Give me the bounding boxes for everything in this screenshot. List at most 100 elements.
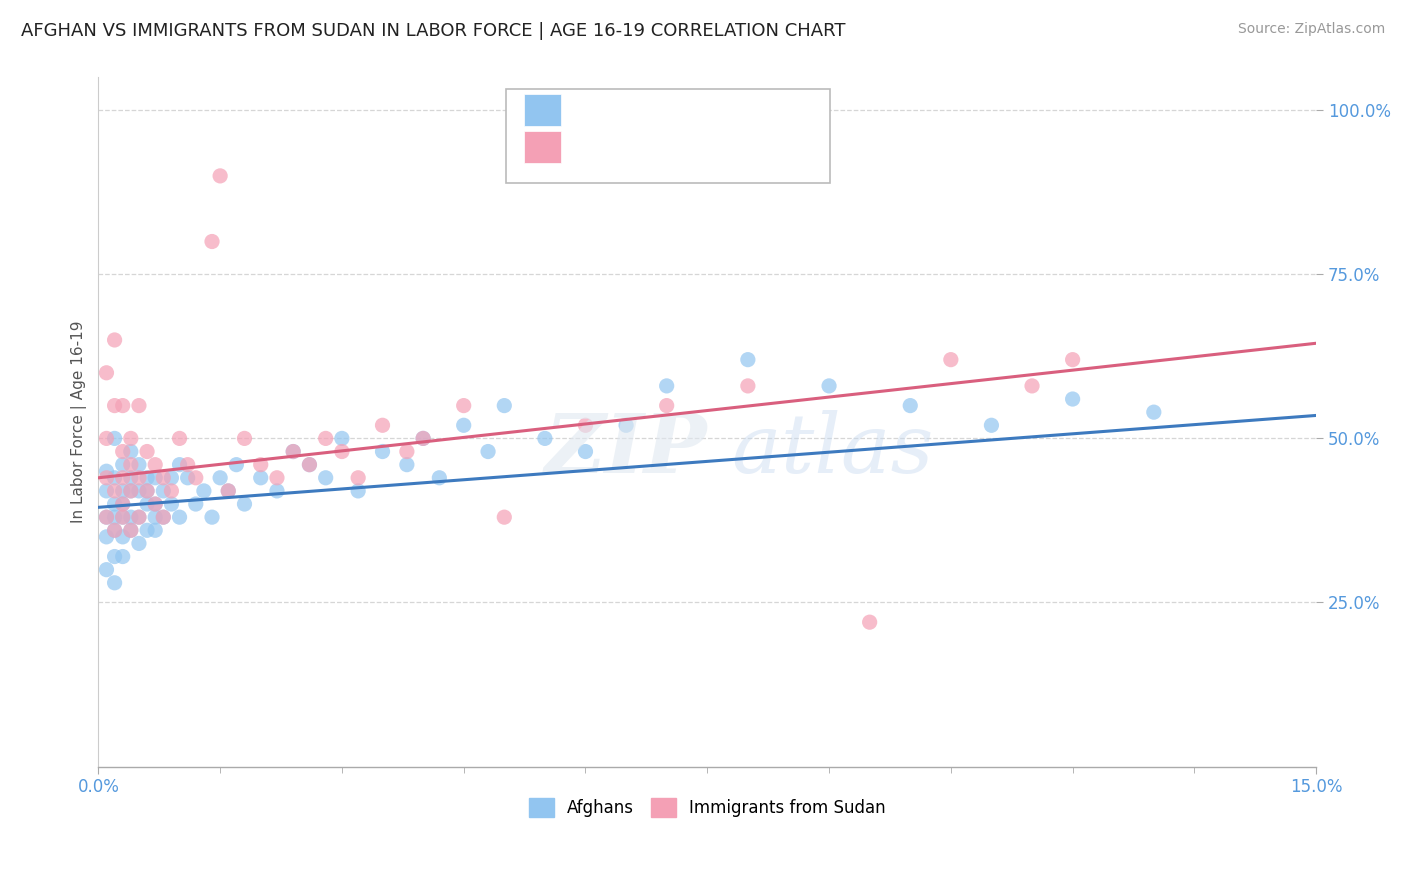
Point <box>818 379 841 393</box>
Point <box>737 352 759 367</box>
Point <box>96 510 118 524</box>
Point <box>283 444 305 458</box>
Point <box>136 483 159 498</box>
Point <box>143 497 166 511</box>
Point <box>176 471 198 485</box>
Point <box>371 444 394 458</box>
Point <box>104 575 127 590</box>
Point <box>128 458 150 472</box>
Point <box>655 399 678 413</box>
Point <box>152 510 174 524</box>
Point <box>330 431 353 445</box>
Point <box>574 444 596 458</box>
Point <box>111 497 134 511</box>
Point <box>201 235 224 249</box>
Point <box>136 483 159 498</box>
Point <box>534 431 557 445</box>
Point <box>412 431 434 445</box>
Point <box>120 523 142 537</box>
Point <box>104 523 127 537</box>
Point <box>104 497 127 511</box>
Point <box>96 563 118 577</box>
Point <box>1062 352 1084 367</box>
Text: 0.201: 0.201 <box>612 138 664 156</box>
Point <box>898 399 921 413</box>
Point <box>96 471 118 485</box>
Point <box>120 431 142 445</box>
Point <box>283 444 305 458</box>
Point <box>315 471 337 485</box>
Text: Source: ZipAtlas.com: Source: ZipAtlas.com <box>1237 22 1385 37</box>
Text: 53: 53 <box>721 138 744 156</box>
Point <box>152 483 174 498</box>
Point <box>120 523 142 537</box>
Point <box>120 471 142 485</box>
Point <box>111 497 134 511</box>
Point <box>217 483 239 498</box>
Point <box>96 483 118 498</box>
Point <box>347 471 370 485</box>
Point <box>96 530 118 544</box>
Point <box>104 471 127 485</box>
Point <box>193 483 215 498</box>
Point <box>298 458 321 472</box>
Point <box>494 510 516 524</box>
Point <box>136 444 159 458</box>
Point <box>298 458 321 472</box>
Point <box>104 431 127 445</box>
Point <box>330 444 353 458</box>
Point <box>111 471 134 485</box>
Point <box>169 458 191 472</box>
Point <box>249 458 271 472</box>
Point <box>111 483 134 498</box>
Point <box>176 458 198 472</box>
Point <box>160 483 183 498</box>
Point <box>111 510 134 524</box>
Point <box>980 418 1002 433</box>
Text: atlas: atlas <box>731 409 934 490</box>
Point <box>453 399 475 413</box>
Point <box>494 399 516 413</box>
Point <box>395 458 418 472</box>
Point <box>574 418 596 433</box>
Point <box>120 458 142 472</box>
Point <box>136 523 159 537</box>
Point <box>128 471 150 485</box>
Point <box>395 444 418 458</box>
Point <box>111 444 134 458</box>
Text: ZIP: ZIP <box>544 409 707 490</box>
Point <box>104 483 127 498</box>
Point <box>120 444 142 458</box>
Text: R =: R = <box>569 101 606 119</box>
Point <box>412 431 434 445</box>
Point <box>160 497 183 511</box>
Point <box>209 169 232 183</box>
Text: AFGHAN VS IMMIGRANTS FROM SUDAN IN LABOR FORCE | AGE 16-19 CORRELATION CHART: AFGHAN VS IMMIGRANTS FROM SUDAN IN LABOR… <box>21 22 845 40</box>
Point <box>143 510 166 524</box>
Point <box>128 510 150 524</box>
Point <box>209 471 232 485</box>
Point <box>136 471 159 485</box>
Point <box>104 523 127 537</box>
Point <box>477 444 499 458</box>
Point <box>1143 405 1166 419</box>
Point <box>128 483 150 498</box>
Point <box>111 549 134 564</box>
Point <box>160 471 183 485</box>
Point <box>104 399 127 413</box>
Point <box>96 464 118 478</box>
Text: R =: R = <box>569 138 606 156</box>
Point <box>104 333 127 347</box>
Point <box>1021 379 1043 393</box>
Point <box>233 431 256 445</box>
Point <box>939 352 962 367</box>
Point <box>266 471 288 485</box>
Point <box>225 458 247 472</box>
Text: N =: N = <box>675 138 723 156</box>
Point <box>233 497 256 511</box>
Point <box>120 510 142 524</box>
Point <box>184 471 207 485</box>
Point <box>737 379 759 393</box>
Point <box>184 497 207 511</box>
Text: 73: 73 <box>721 101 745 119</box>
